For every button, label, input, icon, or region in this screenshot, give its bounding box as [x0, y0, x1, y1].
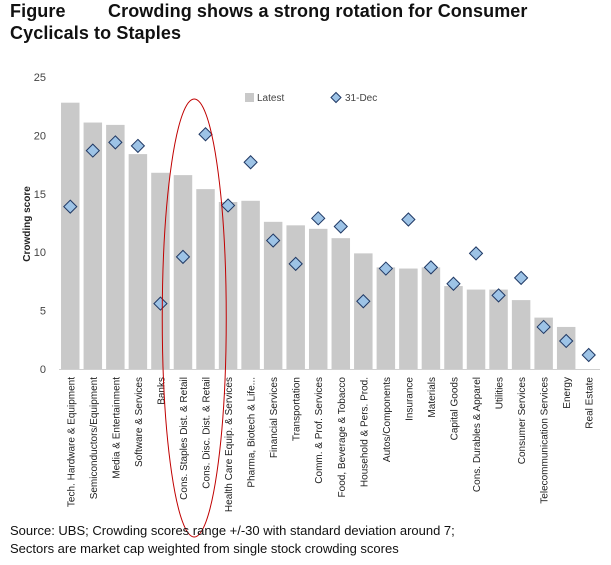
x-tick-label: Consumer Services: [517, 377, 528, 464]
marker-31-dec: [333, 219, 348, 234]
x-tick-label: Banks: [156, 377, 167, 405]
y-axis-label: Crowding score: [22, 186, 33, 262]
source-line-2: Sectors are market cap weighted from sin…: [10, 541, 399, 556]
marker-31-dec: [243, 155, 258, 170]
legend-label-31-dec: 31-Dec: [345, 93, 377, 104]
x-tick-label: Financial Services: [269, 377, 280, 458]
source-line-1: Source: UBS; Crowding scores range +/-30…: [10, 523, 455, 538]
chart-title: Figure Crowding shows a strong rotation f…: [10, 0, 610, 44]
annotations: [161, 98, 227, 538]
marker-31-dec: [311, 211, 326, 226]
x-tick-label: Tech. Hardware & Equipment: [66, 377, 77, 507]
bar-latest: [308, 228, 328, 369]
marker-31-dec: [423, 260, 439, 275]
y-tick-label: 25: [34, 72, 46, 84]
x-tick-label: Pharma, Biotech & Life...: [247, 377, 258, 488]
x-tick-label: Household & Pers. Prod.: [359, 377, 370, 487]
marker-31-dec: [130, 138, 146, 154]
bar-latest: [444, 286, 463, 369]
marker-31-dec: [536, 319, 551, 335]
x-tick-label: Capital Goods: [449, 377, 460, 440]
bar-latest: [489, 289, 508, 369]
bar-latest: [106, 124, 125, 369]
bar-latest: [534, 317, 553, 369]
bar-latest: [466, 289, 486, 369]
bar-latest: [399, 268, 418, 369]
bar-latest: [83, 122, 103, 369]
marker-31-dec: [513, 270, 529, 286]
title-line-2: Cyclicals to Staples: [10, 23, 182, 43]
x-tick-label: Energy: [562, 377, 573, 409]
marker-31-dec: [198, 127, 213, 142]
bar-latest: [61, 102, 80, 370]
marker-31-dec: [581, 347, 596, 363]
x-tick-label: Food, Beverage & Tobacco: [337, 377, 348, 498]
highlight-ellipse: [161, 98, 227, 538]
bar-latest: [241, 200, 260, 369]
source-note: Source: UBS; Crowding scores range +/-30…: [10, 522, 606, 558]
marker-31-dec: [491, 288, 506, 303]
bar-latest: [263, 221, 283, 369]
x-tick-label: Software & Services: [134, 377, 145, 467]
marker-31-dec: [175, 249, 191, 265]
marker-31-dec: [85, 143, 101, 158]
x-tick-label: Telecommunication Services: [540, 377, 551, 504]
bar-latest: [173, 175, 193, 369]
legend-swatch-latest: [245, 93, 254, 102]
x-tick-label: Semiconductors/Equipment: [89, 377, 100, 500]
marker-31-dec: [356, 294, 371, 309]
bar-latest: [354, 253, 373, 369]
markers-31-dec: [63, 127, 596, 363]
x-tick-label: Cons. Disc. Dist. & Retail: [202, 377, 213, 489]
x-tick-label: Real Estate: [585, 377, 596, 429]
y-tick-label: 10: [34, 247, 46, 259]
marker-31-dec: [63, 199, 78, 214]
x-tick-label: Media & Entertainment: [111, 377, 122, 479]
marker-31-dec: [468, 246, 484, 261]
y-tick-label: 20: [34, 130, 46, 142]
x-tick-label: Cons. Durables & Apparel: [472, 377, 483, 492]
marker-31-dec: [220, 198, 236, 213]
bar-latest: [376, 267, 396, 369]
marker-31-dec: [446, 276, 461, 291]
bar-latest: [128, 154, 148, 369]
x-tick-label: Insurance: [404, 377, 415, 421]
x-axis-labels: Tech. Hardware & Equipment Semiconductors…: [66, 377, 595, 513]
marker-31-dec: [265, 233, 281, 248]
bar-latest: [286, 225, 305, 369]
x-tick-label: Utilities: [495, 377, 506, 409]
x-tick-label: Health Care Equip. & Services: [224, 377, 235, 512]
marker-31-dec: [558, 333, 574, 349]
marker-31-dec: [153, 296, 168, 311]
marker-31-dec: [378, 261, 394, 276]
title-line-1: Crowding shows a strong rotation for Con…: [108, 1, 528, 21]
bar-latest: [511, 300, 531, 369]
y-axis: 0 5 10 15 20 25: [34, 72, 46, 376]
x-tick-label: Transportation: [292, 377, 303, 441]
x-tick-label: Materials: [427, 377, 438, 418]
title-prefix: Figure: [10, 1, 66, 21]
y-tick-label: 15: [34, 189, 46, 201]
y-tick-label: 0: [40, 364, 46, 376]
marker-31-dec: [401, 212, 416, 227]
marker-31-dec: [108, 135, 123, 150]
bar-latest: [421, 267, 441, 369]
marker-31-dec: [288, 256, 303, 272]
bar-latest: [196, 189, 215, 369]
legend: Latest 31-Dec: [245, 91, 377, 104]
x-tick-label: Cons. Staples Dist. & Retail: [179, 377, 190, 500]
bar-latest: [331, 238, 351, 369]
legend-label-latest: Latest: [257, 93, 284, 104]
y-tick-label: 5: [40, 306, 46, 318]
bar-latest: [218, 201, 238, 369]
x-tick-label: Autos/Components: [382, 377, 393, 462]
legend-swatch-31-dec: [330, 91, 342, 104]
x-tick-label: Comm. & Prof. Services: [314, 377, 325, 484]
